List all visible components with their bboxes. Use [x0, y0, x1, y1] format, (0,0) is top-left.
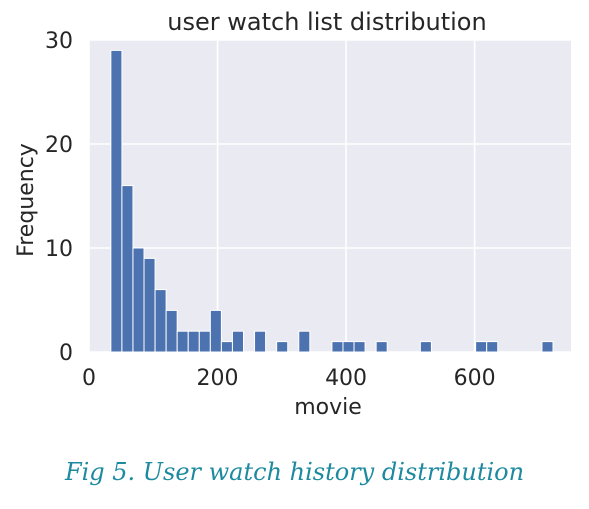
histogram-bar: [187, 330, 200, 353]
histogram-bar: [276, 341, 289, 353]
histogram-bar: [353, 341, 366, 353]
histogram-bar: [475, 341, 488, 353]
histogram-bar: [231, 330, 244, 353]
histogram-bar: [143, 257, 156, 353]
histogram-bar: [419, 341, 432, 353]
histogram-bar: [375, 341, 388, 353]
histogram-bar: [121, 185, 134, 353]
x-tick-label: 200: [197, 366, 239, 391]
histogram-bar: [132, 247, 145, 353]
histogram-bar: [298, 330, 311, 353]
histogram-bar: [176, 330, 189, 353]
histogram-bars: [110, 49, 554, 353]
histogram-bar: [209, 309, 222, 353]
histogram-bar: [254, 330, 267, 353]
x-tick-label: 400: [325, 366, 367, 391]
histogram-bar: [220, 341, 233, 353]
x-tick-label: 0: [82, 366, 96, 391]
histogram-bar: [331, 341, 344, 353]
y-tick-label: 30: [45, 29, 73, 54]
x-axis-label: movie: [294, 395, 362, 420]
chart-title: user watch list distribution: [167, 8, 486, 36]
histogram-bar: [198, 330, 211, 353]
y-tick-label: 20: [45, 133, 73, 158]
plot-area: [89, 40, 571, 352]
histogram-bar: [110, 49, 123, 353]
histogram-bar: [486, 341, 499, 353]
histogram-bar: [541, 341, 554, 353]
x-tick-labels: 0 200 400 600: [82, 366, 496, 391]
y-axis-label: Frequency: [14, 143, 39, 257]
y-tick-labels: 0 10 20 30: [45, 29, 73, 366]
figure-caption: Fig 5. User watch history distribution: [64, 458, 525, 486]
histogram-bar: [154, 289, 167, 353]
x-tick-label: 600: [454, 366, 496, 391]
histogram-bar: [342, 341, 355, 353]
histogram-bar: [165, 309, 178, 353]
grid-lines: [88, 39, 571, 353]
y-tick-label: 10: [45, 237, 73, 262]
histogram-figure: 0 200 400 600 0 10 20 30 user watch list distr…: [14, 8, 571, 420]
y-tick-label: 0: [59, 341, 73, 366]
histogram-chart: 0 200 400 600 0 10 20 30 user watch list distr…: [14, 8, 571, 420]
